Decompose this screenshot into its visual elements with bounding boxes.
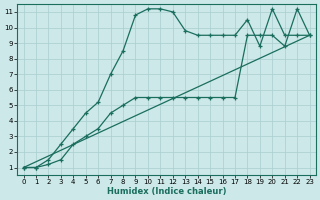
- X-axis label: Humidex (Indice chaleur): Humidex (Indice chaleur): [107, 187, 226, 196]
